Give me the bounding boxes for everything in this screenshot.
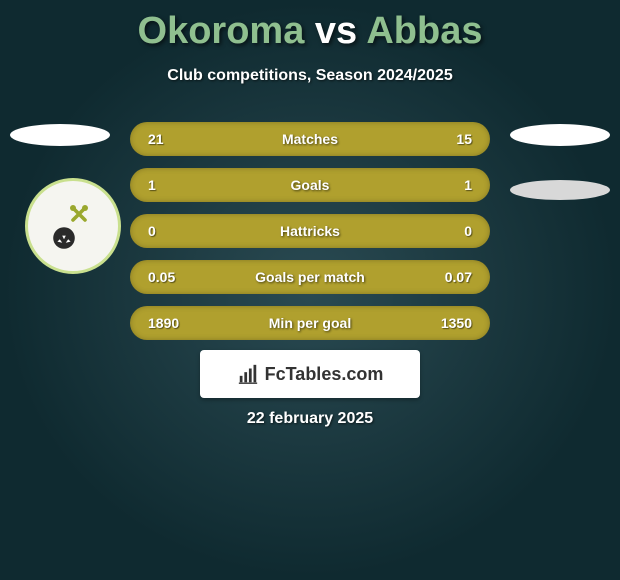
subtitle: Club competitions, Season 2024/2025 (0, 67, 620, 85)
stat-right: 0.07 (422, 269, 472, 285)
stat-row-min-per-goal: 1890 Min per goal 1350 (130, 306, 490, 340)
team2-placeholder-icon (510, 180, 610, 200)
stat-row-matches: 21 Matches 15 (130, 122, 490, 156)
bar-chart-icon (237, 363, 259, 385)
title-player2: Abbas (366, 10, 482, 52)
fctables-branding[interactable]: FcTables.com (200, 350, 420, 398)
stats-container: 21 Matches 15 1 Goals 1 0 Hattricks 0 0.… (130, 122, 490, 352)
stat-row-hattricks: 0 Hattricks 0 (130, 214, 490, 248)
branding-label: FcTables.com (265, 364, 384, 385)
stat-right: 1350 (422, 315, 472, 331)
stat-right: 1 (422, 177, 472, 193)
stat-row-goals-per-match: 0.05 Goals per match 0.07 (130, 260, 490, 294)
player1-placeholder-icon (10, 124, 110, 146)
stat-row-goals: 1 Goals 1 (130, 168, 490, 202)
stat-right: 15 (422, 131, 472, 147)
title-player1: Okoroma (138, 10, 305, 52)
date-label: 22 february 2025 (0, 410, 620, 428)
player2-placeholder-icon (510, 124, 610, 146)
stat-right: 0 (422, 223, 472, 239)
title-vs: vs (315, 10, 357, 52)
team1-crest-icon (25, 178, 121, 274)
